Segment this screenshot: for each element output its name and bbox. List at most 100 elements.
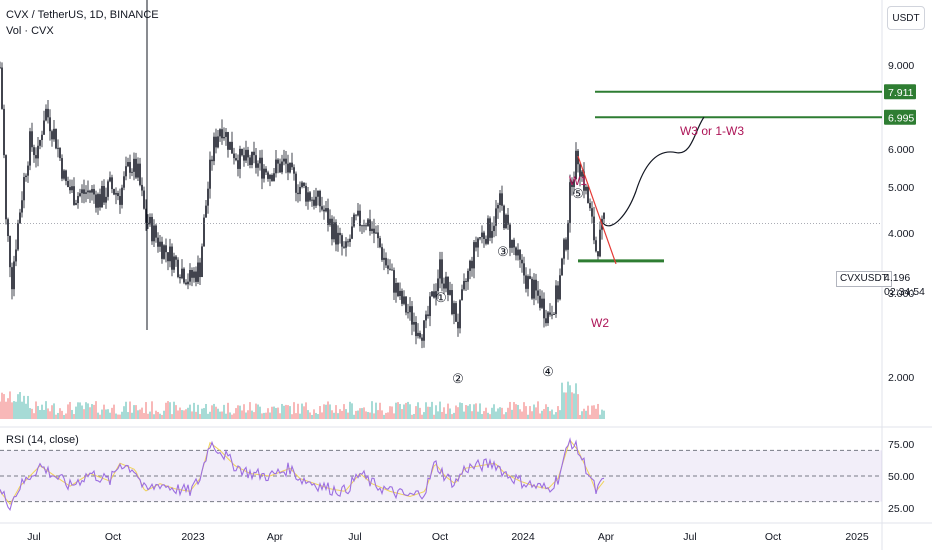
- wave-count-label: ②: [452, 371, 464, 386]
- volume-bar: [287, 405, 289, 419]
- volume-bar: [405, 402, 407, 419]
- candle-body: [19, 212, 21, 224]
- candle-body: [83, 189, 85, 194]
- candle-body: [187, 281, 189, 285]
- volume-bar: [447, 403, 449, 419]
- candle-body: [149, 216, 151, 225]
- volume-bar: [303, 406, 305, 419]
- volume-bar: [43, 409, 45, 419]
- volume-bar: [457, 407, 459, 419]
- volume-bar: [479, 403, 481, 419]
- candle-body: [399, 290, 401, 297]
- candle-body: [191, 269, 193, 278]
- volume-bar: [451, 414, 453, 419]
- volume-bar: [587, 405, 589, 419]
- candle-body: [275, 159, 277, 174]
- candle-body: [393, 270, 395, 293]
- volume-bar: [353, 414, 355, 419]
- volume-bar: [459, 402, 461, 419]
- volume-bar: [175, 405, 177, 419]
- candle-body: [513, 239, 515, 248]
- volume-bar: [323, 404, 325, 419]
- candle-body: [445, 276, 447, 289]
- candle-body: [169, 246, 171, 262]
- candle-body: [421, 337, 423, 341]
- volume-bar: [517, 404, 519, 419]
- candle-body: [405, 296, 407, 313]
- price-unit-button[interactable]: USDT: [887, 6, 925, 30]
- volume-bar: [53, 403, 55, 419]
- volume-bar: [243, 404, 245, 419]
- volume-bar: [461, 403, 463, 419]
- candle-body: [469, 260, 471, 271]
- volume-bar: [267, 408, 269, 419]
- time-tick-label: Oct: [765, 531, 781, 543]
- candle-body: [413, 321, 415, 325]
- volume-bar: [593, 405, 595, 419]
- candle-body: [389, 268, 391, 270]
- volume-bar: [565, 392, 567, 419]
- volume-bar: [481, 414, 483, 419]
- volume-bar: [47, 408, 49, 419]
- volume-bar: [257, 404, 259, 419]
- candle-body: [559, 275, 561, 300]
- candle-body: [563, 239, 565, 259]
- volume-bar: [581, 411, 583, 419]
- volume-bar: [249, 402, 251, 419]
- volume-bar: [211, 405, 213, 419]
- candle-body: [317, 190, 319, 197]
- wave-count-label: ③: [497, 244, 509, 259]
- volume-bar: [229, 412, 231, 419]
- time-tick-label: Apr: [598, 531, 615, 543]
- volume-bar: [371, 401, 373, 419]
- candle-body: [271, 174, 273, 181]
- volume-bar: [121, 411, 123, 419]
- candle-body: [585, 186, 587, 191]
- volume-bar: [51, 405, 53, 419]
- rsi-label: RSI (14, close): [6, 434, 79, 446]
- candle-body: [367, 219, 369, 227]
- volume-bar: [289, 406, 291, 419]
- volume-bar: [497, 408, 499, 419]
- volume-bar: [27, 395, 29, 419]
- volume-bar: [501, 407, 503, 419]
- candle-body: [155, 225, 157, 238]
- volume-bar: [469, 404, 471, 419]
- rsi-tick-label: 50.00: [888, 471, 914, 483]
- time-tick-label: Jul: [27, 531, 40, 543]
- candle-body: [215, 136, 217, 148]
- rsi-line: [0, 437, 605, 512]
- candle-body: [555, 285, 557, 315]
- volume-bar: [297, 403, 299, 419]
- volume-bar: [221, 411, 223, 419]
- volume-bar: [515, 404, 517, 419]
- volume-bar: [343, 404, 345, 419]
- volume-bar: [219, 411, 221, 419]
- candle-body: [593, 216, 595, 241]
- candle-body: [287, 163, 289, 173]
- candle-body: [95, 194, 97, 208]
- volume-bar: [409, 404, 411, 419]
- volume-bar: [327, 401, 329, 419]
- candle-body: [355, 214, 357, 216]
- volume-bar: [315, 412, 317, 419]
- volume-bar: [465, 405, 467, 419]
- volume-bar: [281, 403, 283, 419]
- price-tick-label: 4.000: [888, 228, 914, 240]
- candle-body: [277, 159, 279, 164]
- candle-body: [15, 249, 17, 262]
- volume-bar: [155, 410, 157, 419]
- candle-body: [541, 298, 543, 308]
- candle-body: [319, 190, 321, 207]
- volume-bar: [387, 412, 389, 419]
- volume-bar: [533, 404, 535, 419]
- volume-bar: [463, 411, 465, 419]
- projection-path: [602, 116, 705, 227]
- volume-bar: [291, 414, 293, 419]
- volume-bar: [441, 411, 443, 419]
- volume-bar: [531, 411, 533, 419]
- candle-body: [397, 282, 399, 297]
- volume-bar: [589, 414, 591, 419]
- volume-bar: [11, 402, 13, 419]
